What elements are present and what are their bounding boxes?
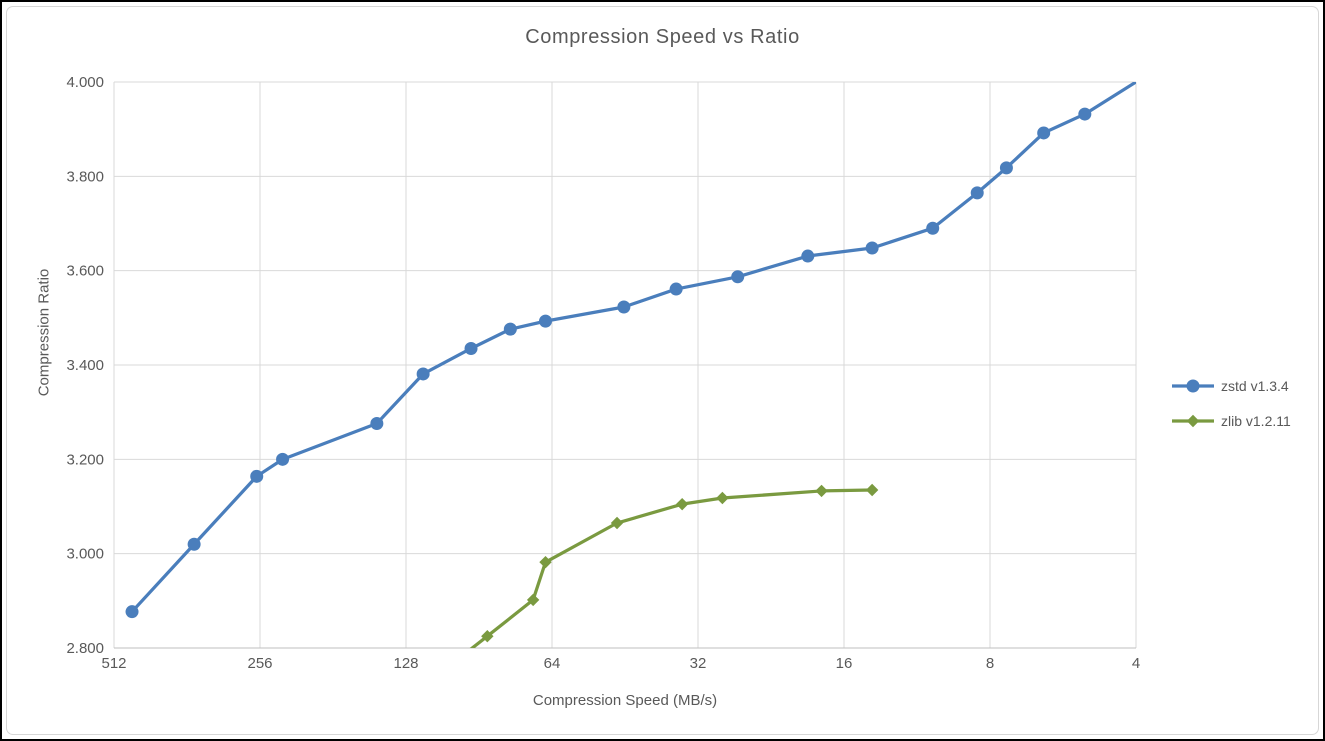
data-point-circle (801, 249, 815, 263)
legend-label: zlib v1.2.11 (1221, 412, 1291, 429)
legend-label: zstd v1.3.4 (1221, 377, 1289, 394)
x-tick-label: 512 (101, 655, 126, 672)
legend-item-zstd: zstd v1.3.4 (1170, 368, 1291, 403)
data-point-circle (125, 605, 139, 619)
y-tick-label: 3.800 (66, 168, 104, 185)
data-point-circle (865, 241, 879, 255)
y-tick-label: 3.200 (66, 451, 104, 468)
data-point-diamond (865, 483, 879, 497)
x-tick-label: 16 (836, 655, 853, 672)
y-axis-title: Compression Ratio (35, 268, 53, 397)
data-point-circle (539, 314, 553, 328)
legend: zstd v1.3.4 zlib v1.2.11 (1170, 368, 1291, 438)
y-tick-label: 3.400 (66, 357, 104, 374)
data-point-circle (250, 469, 264, 483)
data-point-diamond (716, 491, 729, 505)
data-point-circle (617, 300, 631, 314)
legend-marker-circle (1172, 379, 1214, 392)
data-point-circle (669, 282, 683, 296)
x-tick-label: 256 (247, 655, 272, 672)
data-point-diamond (539, 555, 552, 569)
data-point-circle (1037, 126, 1051, 140)
data-point-circle (416, 367, 430, 381)
data-point-circle (970, 186, 984, 200)
data-point-circle (187, 537, 201, 551)
data-point-diamond (675, 497, 689, 511)
data-point-circle (276, 452, 290, 466)
data-point-circle (464, 341, 478, 355)
x-axis-title: Compression Speed (MB/s) (532, 692, 718, 709)
x-tick-label: 64 (544, 655, 561, 672)
data-point-diamond (610, 516, 624, 530)
y-tick-label: 3.600 (66, 263, 104, 280)
data-point-circle (503, 322, 517, 336)
x-tick-label: 8 (986, 655, 994, 672)
data-point-diamond (815, 484, 828, 498)
x-tick-label: 4 (1132, 655, 1140, 672)
x-tick-label: 128 (393, 655, 418, 672)
data-point-circle (731, 270, 745, 284)
data-point-diamond (481, 630, 494, 643)
data-point-circle (999, 161, 1013, 175)
legend-marker-diamond (1172, 414, 1214, 427)
x-tick-label: 32 (690, 655, 707, 672)
chart-border (6, 6, 1319, 735)
series-line-zlib (469, 488, 874, 648)
data-point-circle (370, 416, 384, 430)
legend-item-zlib: zlib v1.2.11 (1170, 403, 1291, 438)
chart-title: Compression Speed vs Ratio (525, 26, 800, 48)
series-line-zstd (130, 82, 1136, 614)
y-tick-label: 3.000 (66, 546, 104, 563)
data-point-circle (1078, 107, 1092, 121)
y-tick-label: 2.800 (66, 640, 104, 657)
data-point-circle (926, 221, 940, 235)
y-tick-label: 4.000 (66, 74, 104, 91)
data-point-diamond (526, 593, 540, 607)
